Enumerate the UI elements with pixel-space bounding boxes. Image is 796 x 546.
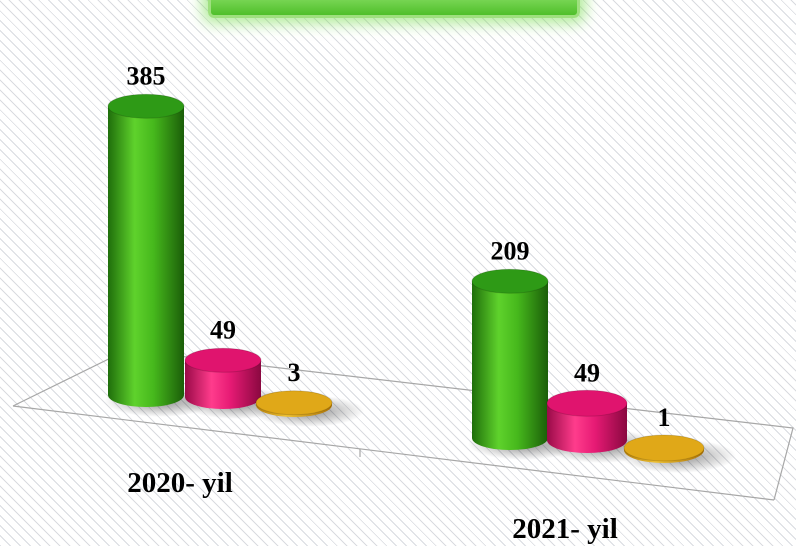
bar-top <box>546 389 628 417</box>
legend-header-box <box>208 0 580 18</box>
bar-2020yil-s0 <box>104 93 216 417</box>
data-label: 1 <box>658 403 671 432</box>
data-label: 209 <box>491 236 530 265</box>
data-label: 49 <box>574 358 600 387</box>
bar-2020yil-s2 <box>252 390 364 427</box>
bar-top <box>471 268 549 294</box>
bar-top <box>255 390 333 416</box>
chart-floor <box>12 349 794 501</box>
category-label-2020: 2020- yil <box>127 467 233 499</box>
bar-top <box>623 434 705 462</box>
bar-body <box>185 360 261 409</box>
data-label: 385 <box>127 61 166 90</box>
bar-2021yil-s2 <box>620 434 736 473</box>
data-label: 3 <box>288 358 301 387</box>
bar-body <box>472 281 548 450</box>
data-label: 49 <box>210 315 236 344</box>
bar-top <box>184 347 262 373</box>
bars-layer: 385 49 3 209 49 1 <box>104 61 736 473</box>
bar-top <box>107 93 185 119</box>
bar-body <box>547 403 627 453</box>
category-label-2021: 2021- yil <box>512 513 618 545</box>
bar-body <box>108 106 184 407</box>
